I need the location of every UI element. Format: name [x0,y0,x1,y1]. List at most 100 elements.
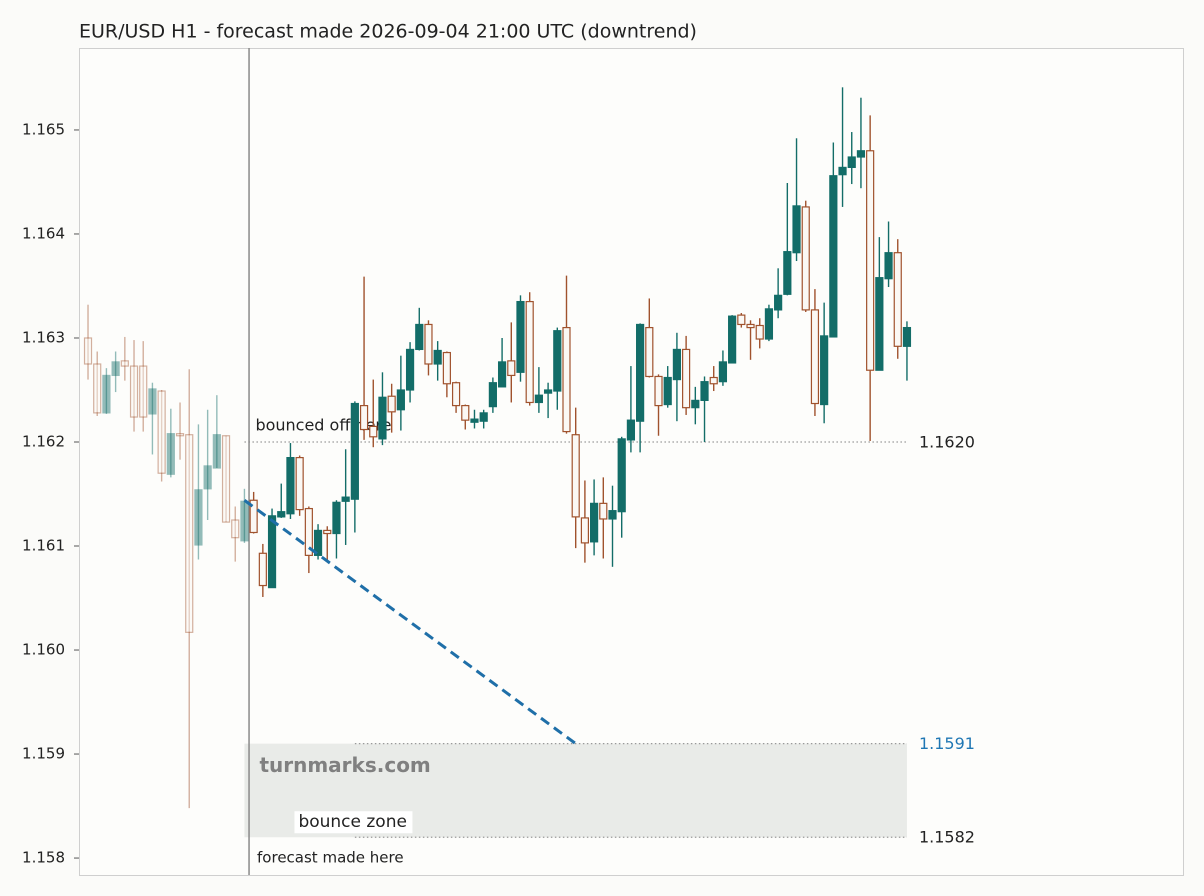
candle-body [461,404,470,421]
candle-body [387,395,396,413]
candle-body [700,381,709,401]
candle-body [682,348,691,409]
candle-body [571,434,580,518]
candle-body [313,529,323,556]
candle-body [332,501,341,535]
y-tick-label: 1.164 [22,224,65,242]
candle-body [286,456,295,515]
y-tick-label: 1.165 [22,120,65,138]
candle-body [139,365,148,418]
candle-body [479,412,488,422]
candle-body [157,390,166,474]
candle-body [737,314,746,326]
candle-body [93,363,102,414]
candle-body [672,348,682,381]
candle-body [599,502,608,520]
candle-body [185,434,194,633]
candle-body [111,361,120,377]
candle-body [488,382,497,408]
candle-body [323,529,332,535]
candle-body [194,489,203,546]
candle-body [553,330,562,392]
watermark: turnmarks.com [259,753,430,777]
candle-body [562,326,571,433]
candle-body [580,517,590,544]
plot-area [79,48,1184,876]
candle-body [829,175,838,338]
candle-body [617,438,626,513]
candle-body [866,150,875,371]
candle-body [774,294,783,311]
candle-body [783,251,792,295]
candle-body [442,351,451,385]
candle-body [277,511,286,518]
candle-body [120,360,129,367]
candle-body [267,515,277,589]
candle-body [295,456,304,511]
candle-body [764,308,774,340]
candle-body [415,323,424,351]
candle-body [129,365,139,418]
candle-body [709,376,718,385]
candle-body [83,337,93,365]
candle-body [856,150,866,158]
candle-body [663,376,672,406]
forecast-label: forecast made here [257,849,404,867]
candle-body [838,166,847,176]
candle-body [746,323,755,329]
candle-body [424,323,433,365]
candle-body [875,277,884,371]
candle-body [258,552,267,587]
candle-body [626,419,636,441]
candle-body [148,388,157,415]
candle-body [534,394,543,404]
candle-body [221,435,231,523]
level-label: 1.1591 [919,734,975,753]
candle-body [249,499,258,534]
candle-body [801,206,810,311]
candle-body [847,156,856,169]
candle-body [516,300,525,373]
candle-body [175,433,185,437]
candle-body [884,252,893,280]
candle-body [240,500,249,542]
candle-body [755,324,764,340]
candle-body [792,205,801,254]
candle-body [893,252,902,347]
candle-body [212,434,221,469]
candle-body [341,496,350,502]
candle-body [231,519,240,539]
y-tick-label: 1.163 [22,328,65,346]
candle-body [304,507,313,556]
candle-body [810,309,820,405]
candle-body [470,418,479,423]
candle-body [369,425,378,438]
y-tick-label: 1.160 [22,641,65,659]
zone-label-box [294,811,413,834]
candle-body [902,326,912,347]
zone-label: bounce zone [298,812,407,832]
candle-body [102,374,111,414]
candle-body [728,315,737,364]
y-tick-label: 1.162 [22,432,65,450]
candle-body [378,396,387,440]
candle-body [350,402,359,500]
candle-body [608,510,617,520]
candle-body [507,360,516,377]
candle-body [166,433,175,475]
candle-body [590,502,599,543]
candle-body [691,399,700,409]
level-label: 1.1582 [919,828,975,847]
candle-body [359,404,369,431]
candle-body [497,361,507,388]
y-tick-label: 1.158 [22,849,65,867]
candle-body [543,389,553,394]
candle-body [203,465,212,490]
candle-body [645,326,654,378]
candle-body [820,335,829,406]
candle-body [405,348,415,391]
candle-body [396,389,405,411]
y-tick-label: 1.159 [22,745,65,763]
trend-line [243,499,577,745]
